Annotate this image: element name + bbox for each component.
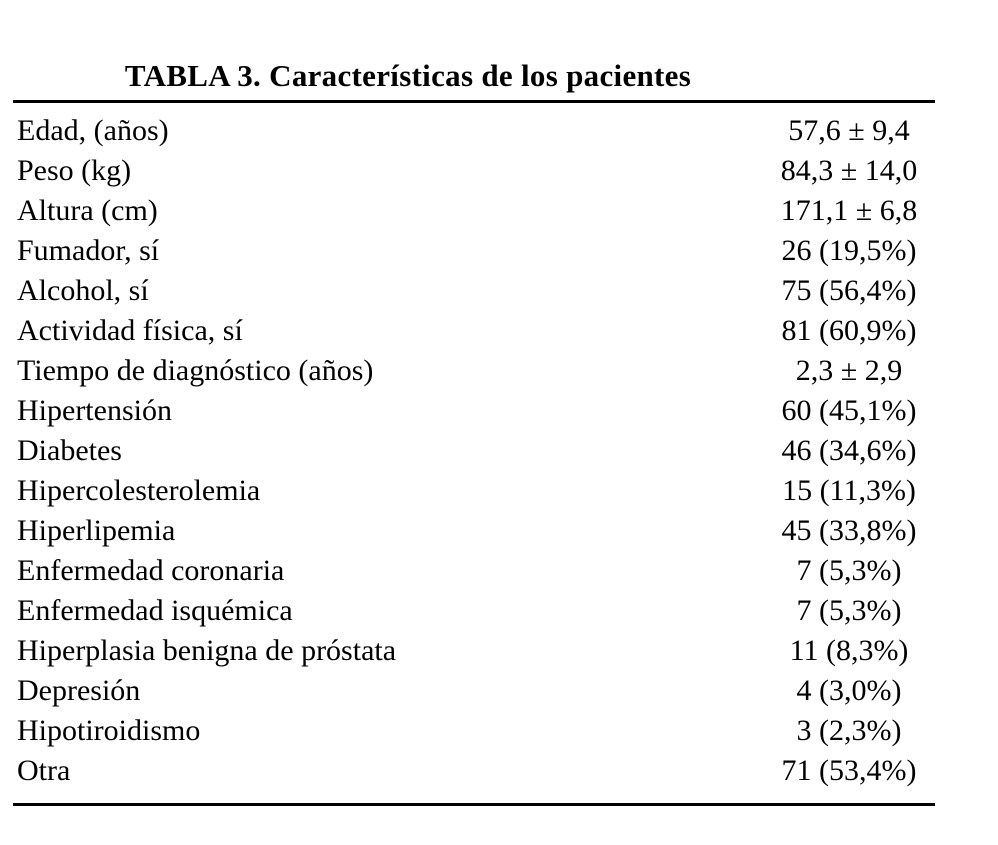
row-value: 3 (2,3%)	[796, 714, 902, 747]
row-value: 171,1 ± 6,8	[780, 194, 918, 227]
table-row: Tiempo de diagnóstico (años) 2,3 ± 2,9	[13, 351, 935, 391]
row-value: 11 (8,3%)	[789, 634, 909, 667]
row-label: Depresión	[17, 674, 141, 707]
row-value: 81 (60,9%)	[781, 314, 917, 347]
row-label: Actividad física, sí	[17, 314, 243, 347]
table-row: Enfermedad isquémica 7 (5,3%)	[13, 591, 935, 631]
row-value: 2,3 ± 2,9	[795, 354, 903, 387]
table-title: TABLA 3. Características de los paciente…	[124, 58, 692, 93]
table-row: Hiperplasia benigna de próstata 11 (8,3%…	[13, 631, 935, 671]
row-label: Alcohol, sí	[17, 274, 149, 307]
table-row: Edad, (años) 57,6 ± 9,4	[13, 111, 935, 151]
top-rule	[13, 100, 935, 103]
table-row: Fumador, sí 26 (19,5%)	[13, 231, 935, 271]
row-value: 45 (33,8%)	[781, 514, 917, 547]
row-value: 46 (34,6%)	[781, 434, 917, 467]
row-label: Otra	[17, 754, 71, 787]
row-value: 7 (5,3%)	[796, 594, 902, 627]
row-value: 26 (19,5%)	[781, 234, 917, 267]
table-row: Enfermedad coronaria 7 (5,3%)	[13, 551, 935, 591]
row-label: Enfermedad coronaria	[17, 554, 285, 587]
table-row: Otra 71 (53,4%)	[13, 751, 935, 791]
row-value: 60 (45,1%)	[781, 394, 917, 427]
table-row: Hipotiroidismo 3 (2,3%)	[13, 711, 935, 751]
bottom-rule	[13, 803, 935, 806]
row-label: Peso (kg)	[17, 154, 132, 187]
row-label: Enfermedad isquémica	[17, 594, 293, 627]
row-value: 75 (56,4%)	[781, 274, 917, 307]
row-label: Diabetes	[17, 434, 122, 467]
patient-characteristics-table: TABLA 3. Características de los paciente…	[13, 52, 935, 806]
table-row: Hipercolesterolemia 15 (11,3%)	[13, 471, 935, 511]
table-row: Hipertensión 60 (45,1%)	[13, 391, 935, 431]
row-label: Hiperlipemia	[17, 514, 176, 547]
table-row: Alcohol, sí 75 (56,4%)	[13, 271, 935, 311]
table-row: Diabetes 46 (34,6%)	[13, 431, 935, 471]
row-label: Hipotiroidismo	[17, 714, 201, 747]
row-label: Tiempo de diagnóstico (años)	[17, 354, 374, 387]
row-value: 84,3 ± 14,0	[780, 154, 918, 187]
table-row: Altura (cm) 171,1 ± 6,8	[13, 191, 935, 231]
table-row: Actividad física, sí 81 (60,9%)	[13, 311, 935, 351]
row-label: Hipercolesterolemia	[17, 474, 261, 507]
row-value: 4 (3,0%)	[796, 674, 902, 707]
row-label: Hiperplasia benigna de próstata	[17, 634, 397, 667]
row-label: Fumador, sí	[17, 234, 160, 267]
row-value: 71 (53,4%)	[781, 754, 917, 787]
row-value: 15 (11,3%)	[782, 474, 916, 507]
table-row: Peso (kg) 84,3 ± 14,0	[13, 151, 935, 191]
row-value: 57,6 ± 9,4	[788, 114, 910, 147]
row-value: 7 (5,3%)	[796, 554, 902, 587]
row-label: Altura (cm)	[17, 194, 158, 227]
table-row: Hiperlipemia 45 (33,8%)	[13, 511, 935, 551]
row-label: Hipertensión	[17, 394, 172, 427]
table-rows: Edad, (años) 57,6 ± 9,4 Peso (kg) 84,3 ±…	[13, 103, 935, 791]
row-label: Edad, (años)	[17, 114, 169, 147]
table-row: Depresión 4 (3,0%)	[13, 671, 935, 711]
